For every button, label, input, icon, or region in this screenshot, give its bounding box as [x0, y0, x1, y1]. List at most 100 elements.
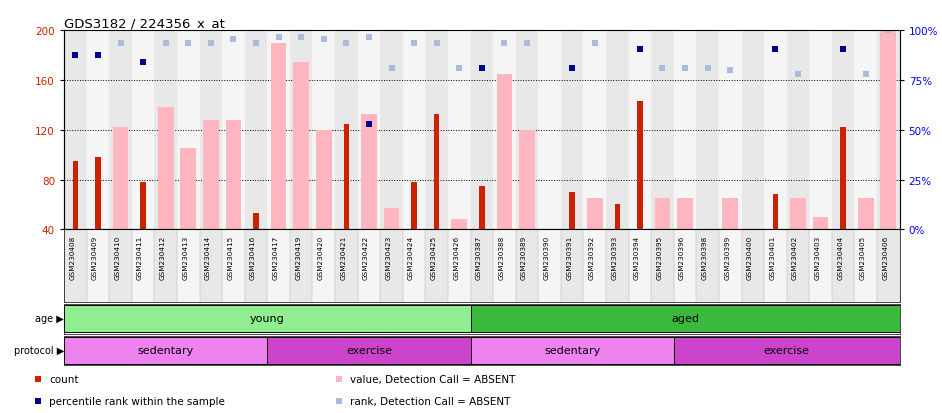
Bar: [877, 230, 900, 302]
Bar: [154, 230, 177, 302]
Bar: [268, 31, 290, 230]
Bar: [560, 31, 583, 230]
Bar: [403, 31, 426, 230]
Text: GSM230399: GSM230399: [724, 235, 730, 280]
Bar: [448, 230, 471, 302]
Text: GSM230393: GSM230393: [611, 235, 617, 280]
Bar: [519, 131, 535, 230]
Text: GSM230401: GSM230401: [770, 235, 775, 280]
Text: GSM230409: GSM230409: [92, 235, 98, 280]
Bar: [787, 230, 809, 302]
Bar: [832, 230, 854, 302]
Text: percentile rank within the sample: percentile rank within the sample: [49, 396, 225, 406]
Text: GSM230394: GSM230394: [634, 235, 640, 280]
Bar: [583, 230, 606, 302]
Bar: [471, 306, 900, 332]
Bar: [471, 230, 493, 302]
Text: GSM230412: GSM230412: [160, 235, 166, 280]
Bar: [381, 230, 403, 302]
Bar: [87, 31, 109, 230]
Bar: [290, 31, 313, 230]
Text: GSM230404: GSM230404: [837, 235, 843, 280]
Bar: [674, 230, 696, 302]
Bar: [222, 230, 245, 302]
Bar: [471, 31, 493, 230]
Bar: [154, 31, 177, 230]
Bar: [64, 306, 471, 332]
Bar: [583, 31, 606, 230]
Bar: [614, 205, 620, 230]
Bar: [157, 108, 173, 230]
Text: GSM230424: GSM230424: [408, 235, 414, 280]
Text: GSM230416: GSM230416: [250, 235, 256, 280]
Bar: [222, 31, 245, 230]
Bar: [538, 230, 560, 302]
Bar: [471, 337, 674, 364]
Bar: [361, 114, 377, 230]
Text: GSM230406: GSM230406: [883, 235, 888, 280]
Text: GSM230402: GSM230402: [792, 235, 798, 280]
Bar: [140, 183, 146, 230]
Text: GSM230387: GSM230387: [476, 235, 481, 280]
Bar: [787, 31, 809, 230]
Text: GSM230419: GSM230419: [295, 235, 301, 280]
Bar: [741, 31, 764, 230]
Bar: [132, 230, 154, 302]
Bar: [268, 337, 471, 364]
Bar: [854, 230, 877, 302]
Bar: [358, 31, 381, 230]
Bar: [426, 230, 448, 302]
Bar: [225, 121, 241, 230]
Bar: [651, 230, 674, 302]
Bar: [637, 102, 642, 230]
Bar: [200, 31, 222, 230]
Bar: [515, 230, 538, 302]
Text: GSM230425: GSM230425: [430, 235, 437, 280]
Text: GSM230426: GSM230426: [453, 235, 460, 280]
Text: GSM230420: GSM230420: [317, 235, 324, 280]
Bar: [764, 31, 787, 230]
Bar: [587, 199, 603, 230]
Bar: [696, 31, 719, 230]
Bar: [674, 337, 900, 364]
Text: GSM230400: GSM230400: [747, 235, 753, 280]
Text: GSM230415: GSM230415: [227, 235, 234, 280]
Bar: [696, 230, 719, 302]
Bar: [832, 31, 854, 230]
Text: protocol ▶: protocol ▶: [14, 345, 64, 355]
Text: GSM230396: GSM230396: [679, 235, 685, 280]
Bar: [723, 199, 739, 230]
Text: GSM230395: GSM230395: [657, 235, 662, 280]
Text: GSM230390: GSM230390: [544, 235, 549, 280]
Text: GSM230414: GSM230414: [204, 235, 211, 280]
Bar: [381, 31, 403, 230]
Bar: [809, 230, 832, 302]
Bar: [109, 230, 132, 302]
Bar: [840, 128, 846, 230]
Bar: [344, 124, 349, 230]
Bar: [64, 337, 268, 364]
Bar: [180, 149, 196, 230]
Bar: [677, 199, 693, 230]
Bar: [560, 230, 583, 302]
Bar: [270, 44, 286, 230]
Bar: [772, 195, 778, 230]
Bar: [403, 230, 426, 302]
Bar: [813, 217, 828, 230]
Bar: [253, 214, 259, 230]
Text: GSM230411: GSM230411: [138, 235, 143, 280]
Bar: [493, 31, 515, 230]
Bar: [426, 31, 448, 230]
Bar: [655, 199, 671, 230]
Bar: [245, 31, 268, 230]
Text: GSM230391: GSM230391: [566, 235, 572, 280]
Bar: [674, 31, 696, 230]
Text: rank, Detection Call = ABSENT: rank, Detection Call = ABSENT: [350, 396, 511, 406]
Text: exercise: exercise: [764, 345, 810, 355]
Bar: [64, 230, 87, 302]
Bar: [515, 31, 538, 230]
Text: GSM230389: GSM230389: [521, 235, 527, 280]
Bar: [177, 230, 200, 302]
Text: sedentary: sedentary: [544, 345, 600, 355]
Bar: [448, 31, 471, 230]
